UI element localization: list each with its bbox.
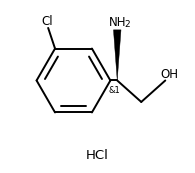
Text: &1: &1 — [109, 86, 121, 95]
Text: HCl: HCl — [86, 149, 109, 162]
Text: NH: NH — [109, 16, 127, 29]
Polygon shape — [113, 30, 121, 80]
Text: Cl: Cl — [42, 15, 53, 28]
Text: 2: 2 — [124, 20, 129, 29]
Text: OH: OH — [160, 68, 179, 81]
